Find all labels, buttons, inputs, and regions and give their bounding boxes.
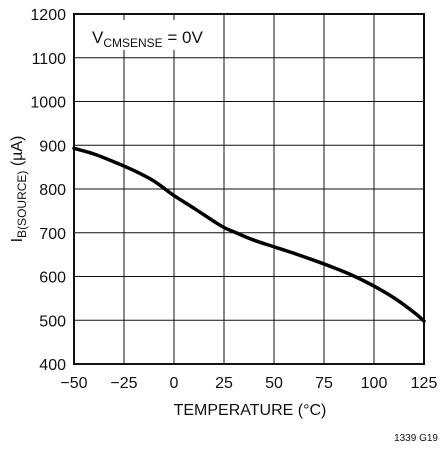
- x-tick-labels: −50 −25 0 25 50 75 100 125: [60, 375, 437, 392]
- condition-annotation: VCMSENSE = 0V: [92, 28, 204, 50]
- x-tick-label: 75: [315, 375, 333, 392]
- y-tick-label: 700: [39, 226, 66, 243]
- y-tick-label: 500: [39, 313, 66, 330]
- y-tick-labels: 400 500 600 700 800 900 1000 1100 1200: [30, 7, 66, 374]
- series-layer: [72, 146, 426, 323]
- x-tick-label: 25: [215, 375, 233, 392]
- x-tick-label: 125: [411, 375, 438, 392]
- y-axis-title: IB(SOURCE) (µA): [9, 136, 29, 243]
- bias-current-curve: [72, 146, 426, 323]
- x-tick-label: 100: [361, 375, 388, 392]
- y-tick-label: 1200: [30, 7, 66, 24]
- x-tick-label: 0: [170, 375, 179, 392]
- plot-frame: [73, 13, 425, 365]
- x-tick-label: −25: [110, 375, 137, 392]
- x-axis-title: TEMPERATURE (°C): [174, 402, 327, 419]
- x-tick-label: −50: [60, 375, 87, 392]
- gridlines: [74, 14, 424, 364]
- y-tick-label: 400: [39, 357, 66, 374]
- y-tick-label: 900: [39, 138, 66, 155]
- y-tick-label: 800: [39, 182, 66, 199]
- y-tick-label: 1000: [30, 95, 66, 112]
- y-tick-label: 600: [39, 270, 66, 287]
- figure-id: 1339 G19: [394, 433, 438, 444]
- annotation-background: [84, 20, 216, 50]
- y-tick-label: 1100: [32, 51, 67, 68]
- x-tick-label: 50: [265, 375, 283, 392]
